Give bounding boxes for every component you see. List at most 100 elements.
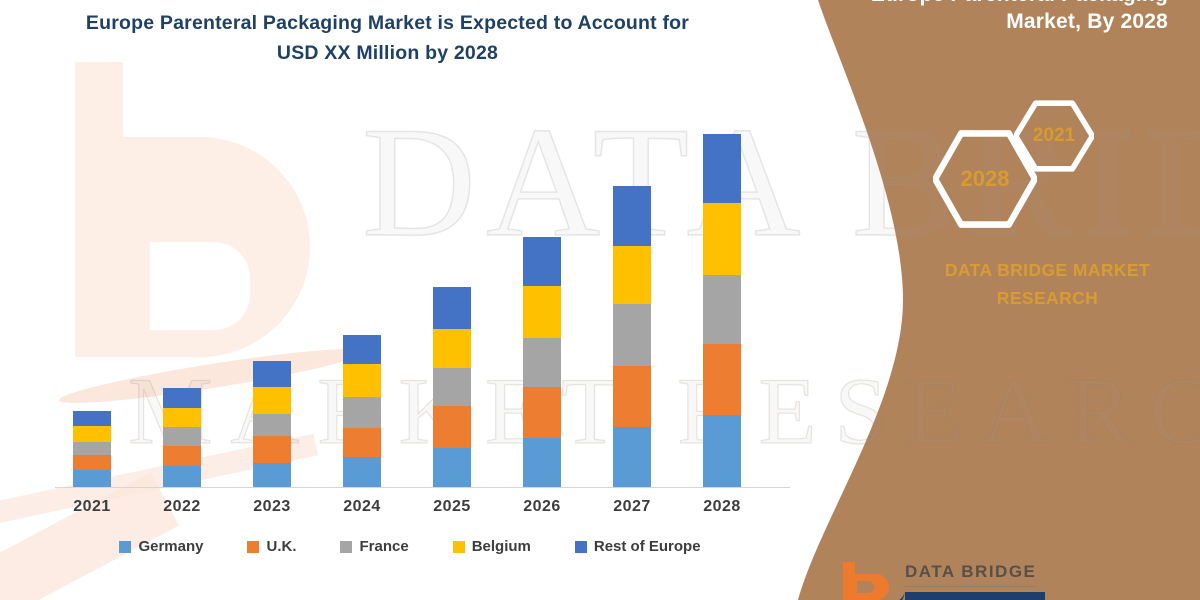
logo-b-counter bbox=[857, 581, 874, 593]
data-bridge-b-watermark-icon bbox=[57, 62, 367, 413]
chart-column-2026: 2026 bbox=[497, 120, 587, 530]
bar-segment-belgium-2028 bbox=[703, 203, 741, 275]
bar-segment-rest-of-europe-2027 bbox=[613, 186, 651, 246]
legend-item-rest-of-europe: Rest of Europe bbox=[574, 538, 701, 555]
legend-marker-u-k bbox=[247, 540, 260, 553]
bar-segment-belgium-2027 bbox=[613, 246, 651, 304]
bar-segment-france-2028 bbox=[703, 275, 741, 344]
bar-2027 bbox=[613, 186, 651, 487]
bar-2024 bbox=[343, 335, 381, 487]
bar-segment-france-2026 bbox=[523, 338, 561, 387]
footer-logo-accent-bar bbox=[905, 592, 1045, 600]
legend-marker-france bbox=[340, 540, 353, 553]
x-axis-label-2023: 2023 bbox=[253, 498, 291, 515]
bar-segment-germany-2024 bbox=[343, 457, 381, 487]
b-watermark-counter bbox=[150, 242, 250, 330]
watermark-text-line2: MARKET RESEARCH bbox=[127, 357, 1200, 464]
bar-segment-u-k-2023 bbox=[253, 436, 291, 463]
x-axis-label-2024: 2024 bbox=[343, 498, 381, 515]
bar-segment-france-2027 bbox=[613, 304, 651, 366]
legend-marker-rest-of-europe bbox=[574, 540, 587, 553]
chart-column-2022: 2022 bbox=[137, 120, 227, 530]
bar-segment-rest-of-europe-2025 bbox=[433, 287, 471, 329]
chart-column-2024: 2024 bbox=[317, 120, 407, 530]
bar-2026 bbox=[523, 237, 561, 487]
legend-item-u-k: U.K. bbox=[247, 538, 296, 555]
bar-segment-germany-2022 bbox=[163, 466, 201, 487]
bar-2022 bbox=[163, 388, 201, 487]
chart-column-2027: 2027 bbox=[587, 120, 677, 530]
bar-segment-belgium-2023 bbox=[253, 387, 291, 414]
legend-label-u-k: U.K. bbox=[266, 538, 297, 555]
bar-segment-rest-of-europe-2028 bbox=[703, 134, 741, 203]
legend-item-belgium: Belgium bbox=[452, 538, 531, 555]
bar-segment-germany-2025 bbox=[433, 448, 471, 487]
bar-segment-rest-of-europe-2026 bbox=[523, 237, 561, 286]
legend-marker-belgium bbox=[452, 540, 465, 553]
x-axis-label-2028: 2028 bbox=[703, 498, 741, 515]
footer-logo-text: DATA BRIDGE bbox=[905, 562, 1037, 581]
footer-logo-underline bbox=[905, 586, 1037, 587]
hexagon-badge-2021: 2021 bbox=[1014, 100, 1094, 172]
bar-2025 bbox=[433, 287, 471, 487]
brand-text-line2: RESEARCH bbox=[996, 288, 1099, 308]
chart-column-2025: 2025 bbox=[407, 120, 497, 530]
hexagon-year-label: 2021 bbox=[1032, 125, 1076, 146]
bar-2021 bbox=[73, 411, 111, 487]
bar-segment-rest-of-europe-2021 bbox=[73, 411, 111, 426]
panel-heading-line2: Market, By 2028 bbox=[1006, 10, 1168, 33]
hexagon-year-label: 2028 bbox=[960, 166, 1010, 191]
bar-segment-france-2021 bbox=[73, 442, 111, 455]
bar-segment-france-2022 bbox=[163, 427, 201, 446]
panel-heading: Europe Parenteral Packaging Market, By 2… bbox=[871, 0, 1168, 35]
bar-segment-u-k-2022 bbox=[163, 446, 201, 466]
bar-segment-u-k-2024 bbox=[343, 428, 381, 457]
legend-marker-germany bbox=[119, 540, 132, 553]
chart-column-2023: 2023 bbox=[227, 120, 317, 530]
x-axis-label-2027: 2027 bbox=[613, 498, 651, 515]
bar-segment-belgium-2025 bbox=[433, 329, 471, 368]
watermark-text-line1: DATA BRIDGE bbox=[361, 94, 1200, 271]
chart-title: Europe Parenteral Packaging Market is Ex… bbox=[40, 8, 735, 68]
bar-segment-rest-of-europe-2023 bbox=[253, 361, 291, 387]
legend-item-france: France bbox=[340, 538, 409, 555]
hexagon-outline-icon bbox=[933, 130, 1037, 228]
bar-segment-u-k-2021 bbox=[73, 455, 111, 470]
hexagon-badge-2028: 2028 bbox=[933, 129, 1037, 229]
chart-title-line2: USD XX Million by 2028 bbox=[276, 42, 499, 64]
bar-segment-germany-2026 bbox=[523, 438, 561, 487]
brand-text-line1: DATA BRIDGE MARKET bbox=[944, 260, 1151, 280]
bar-segment-belgium-2026 bbox=[523, 286, 561, 338]
panel-heading-line1: Europe Parenteral Packaging bbox=[871, 0, 1168, 8]
hexagon-outline-icon bbox=[1014, 100, 1094, 172]
bar-segment-germany-2023 bbox=[253, 463, 291, 487]
bar-segment-u-k-2025 bbox=[433, 406, 471, 448]
bar-segment-france-2024 bbox=[343, 397, 381, 428]
bar-segment-rest-of-europe-2024 bbox=[343, 335, 381, 364]
x-axis-label-2026: 2026 bbox=[523, 498, 561, 515]
bar-2028 bbox=[703, 134, 741, 487]
bar-segment-france-2025 bbox=[433, 368, 471, 406]
legend-label-belgium: Belgium bbox=[471, 538, 531, 555]
bar-segment-u-k-2028 bbox=[703, 344, 741, 415]
chart-title-line1: Europe Parenteral Packaging Market is Ex… bbox=[85, 12, 690, 34]
legend-item-germany: Germany bbox=[119, 538, 203, 555]
brand-text: DATA BRIDGE MARKET RESEARCH bbox=[925, 256, 1170, 312]
stacked-bar-chart: 2021 2022 2023 2024 2025 2026 2027 2028 bbox=[47, 120, 767, 530]
bar-segment-rest-of-europe-2022 bbox=[163, 388, 201, 408]
bar-2023 bbox=[253, 361, 291, 487]
legend-label-germany: Germany bbox=[138, 538, 204, 555]
bar-segment-u-k-2026 bbox=[523, 387, 561, 438]
chart-legend: Germany U.K. France Belgium Rest of Europe bbox=[60, 538, 760, 555]
bar-segment-germany-2027 bbox=[613, 427, 651, 487]
footer-logo: DATA BRIDGE bbox=[840, 560, 1123, 600]
bar-segment-germany-2021 bbox=[73, 470, 111, 487]
chart-column-2028: 2028 bbox=[677, 120, 767, 530]
x-axis-label-2022: 2022 bbox=[163, 498, 201, 515]
bar-segment-belgium-2024 bbox=[343, 364, 381, 397]
x-axis-label-2021: 2021 bbox=[73, 498, 111, 515]
chart-column-2021: 2021 bbox=[47, 120, 137, 530]
legend-label-rest-of-europe: Rest of Europe bbox=[593, 538, 701, 555]
bar-segment-germany-2028 bbox=[703, 415, 741, 487]
